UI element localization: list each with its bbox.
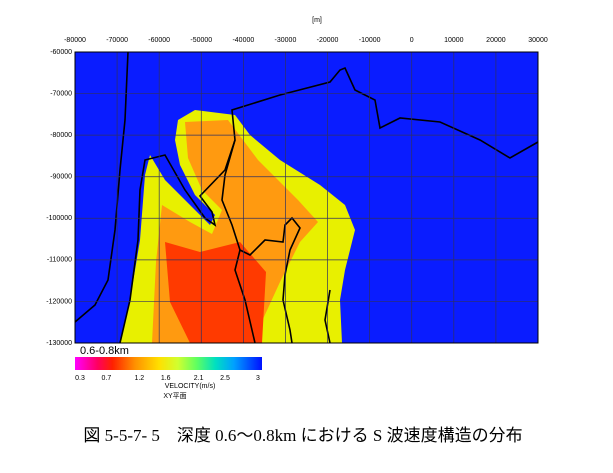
x-tick-label: -60000: [148, 37, 170, 44]
colorbar-label: VELOCITY(m/s): [165, 383, 216, 390]
colorbar-tick-label: 2.5: [220, 375, 230, 382]
velocity-field: [120, 110, 355, 343]
map-frame: [74, 51, 539, 344]
x-tick-label: -80000: [64, 37, 86, 44]
x-tick-label: 0: [410, 37, 414, 44]
x-tick-label: -40000: [232, 37, 254, 44]
y-tick-label: -100000: [46, 215, 72, 222]
caption: 図 5-5-7- 5 深度 0.6～0.8km における S 波速度構造の分布: [83, 426, 522, 445]
zone-red: [165, 242, 266, 343]
colorbar-tick-label: 2.1: [194, 375, 204, 382]
colorbar-tick-label: 0.3: [75, 375, 85, 382]
y-tick-label: -80000: [50, 132, 72, 139]
x-tick-label: -30000: [275, 37, 297, 44]
colorbar-tick-label: 1.6: [161, 375, 171, 382]
x-tick-label: 10000: [444, 37, 464, 44]
y-tick-label: -70000: [50, 90, 72, 97]
colorbar-title: 0.6-0.8km: [80, 345, 129, 357]
y-tick-label: -120000: [46, 298, 72, 305]
colorbar-tick-label: 3: [256, 375, 260, 382]
x-tick-label: -20000: [317, 37, 339, 44]
y-tick-label: -110000: [47, 257, 72, 264]
x-tick-label: -50000: [190, 37, 212, 44]
colorbar-tick-label: 1.2: [134, 375, 144, 382]
x-tick-label: -70000: [106, 37, 128, 44]
colorbar-tick-label: 0.7: [102, 375, 112, 382]
plane-label: XY平面: [163, 392, 186, 400]
y-tick-label: -130000: [46, 340, 72, 347]
colorbar: [75, 357, 262, 370]
y-tick-label: -60000: [50, 49, 72, 56]
x-unit: [m]: [312, 17, 322, 24]
x-tick-label: -10000: [359, 37, 381, 44]
x-tick-label: 30000: [528, 37, 548, 44]
y-tick-label: -90000: [50, 174, 72, 181]
x-tick-label: 20000: [486, 37, 506, 44]
